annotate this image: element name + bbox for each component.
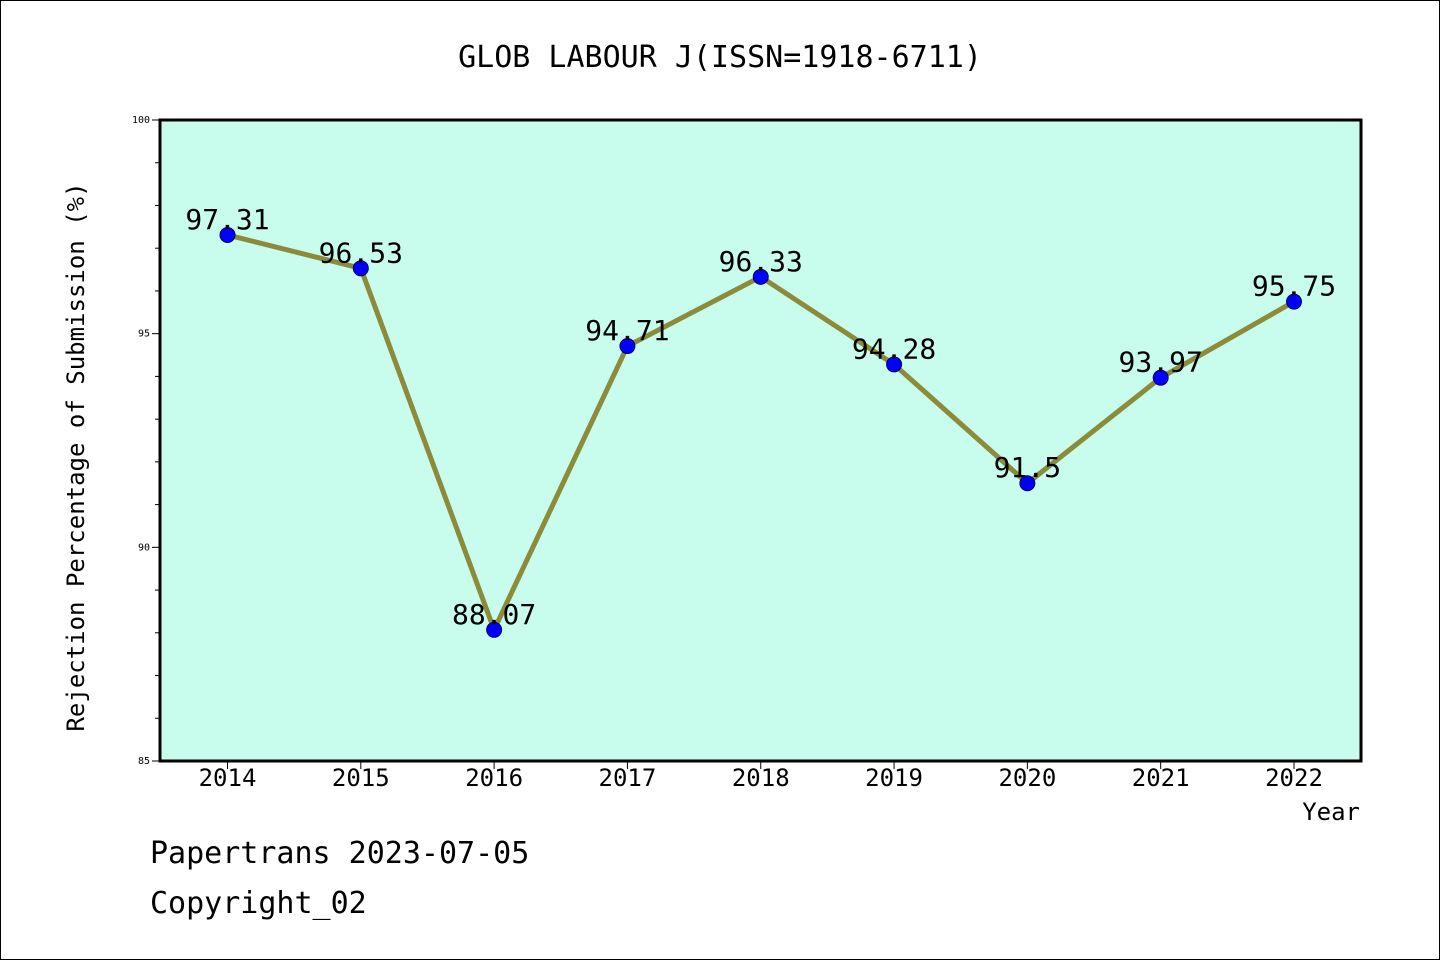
data-point [352,260,369,277]
footer-date: Papertrans 2023-07-05 [150,836,529,871]
data-label: 96.33 [719,245,803,278]
data-label: 91.5 [994,451,1061,484]
x-tick-label: 2015 [332,764,390,792]
x-tick-label: 2021 [1132,764,1190,792]
data-point [886,356,903,373]
chart-title: GLOB LABOUR J(ISSN=1918-6711) [458,40,982,75]
data-point [1019,475,1036,492]
data-point [1286,293,1302,310]
y-axis-label: Rejection Percentage of Submission (%) [62,182,90,731]
x-tick-label: 2014 [199,764,257,792]
data-point [219,226,236,243]
data-label: 88.07 [452,598,536,631]
data-label: 94.28 [852,332,936,365]
x-axis-label: Year [1302,798,1360,826]
y-axis-ticks: 85 90 95 100 [132,115,160,767]
y-tick-label: 95 [138,329,150,340]
data-point [486,621,503,638]
y-tick-label: 90 [138,542,150,553]
data-point [619,338,636,355]
x-axis-ticks: 2014 2015 2016 2017 2018 2019 2020 2021 2022 [199,761,1323,792]
data-point [1152,369,1169,386]
data-label: 94.71 [585,314,669,347]
y-tick-label: 85 [138,756,150,767]
x-tick-label: 2017 [599,764,657,792]
x-tick-label: 2019 [865,764,923,792]
data-labels: 97.31 96.53 88.07 94.71 96.33 94.28 91.5 93.97 9… [185,203,1336,631]
footer-copyright: Copyright_02 [150,886,367,921]
x-tick-label: 2018 [732,764,790,792]
x-tick-label: 2016 [465,764,523,792]
data-point [752,268,769,285]
data-label: 95.75 [1252,270,1336,303]
data-label: 93.97 [1119,346,1203,379]
plot-area [158,118,1363,763]
x-tick-label: 2020 [998,764,1056,792]
data-label: 97.31 [185,203,269,236]
data-markers [219,226,1302,638]
x-tick-label: 2022 [1265,764,1323,792]
y-tick-label: 100 [132,115,150,126]
data-label: 96.53 [319,236,403,269]
